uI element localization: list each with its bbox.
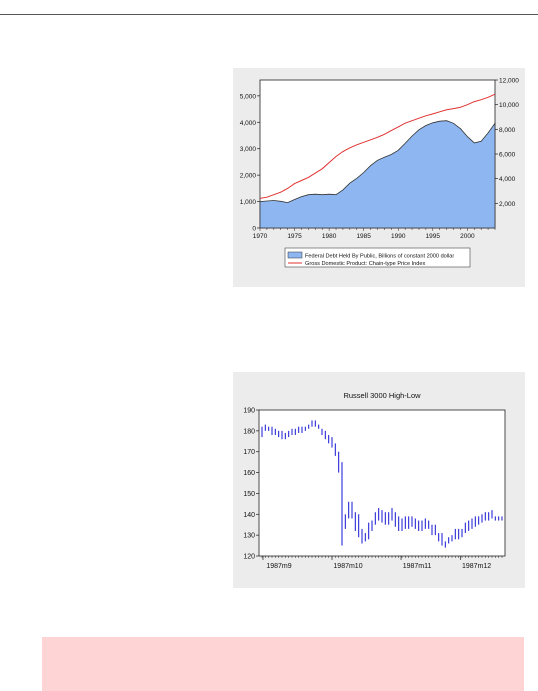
plot-area — [258, 409, 506, 557]
right-axis-tick-label: 2,000 — [499, 201, 516, 208]
x-axis-tick-label: 1987m12 — [462, 563, 491, 570]
legend-label-debt: Federal Debt Held By Public, Billions of… — [305, 254, 454, 260]
x-axis-tick-label: 1975 — [287, 233, 302, 240]
x-axis-tick-label: 1990 — [391, 233, 406, 240]
left-axis-tick-label: 5,000 — [240, 93, 257, 100]
left-axis-tick-label: 1,000 — [240, 199, 257, 206]
x-axis-tick-label: 1987m9 — [266, 563, 291, 570]
y-axis-tick-label: 130 — [243, 533, 255, 540]
x-axis-tick-label: 1970 — [253, 233, 268, 240]
price-index-line-series — [259, 93, 496, 199]
x-axis-tick-label: 1980 — [322, 233, 337, 240]
left-axis-tick-label: 0 — [252, 226, 256, 233]
right-axis-tick-label: 10,000 — [499, 102, 519, 109]
left-axis-tick-label: 2,000 — [240, 173, 257, 180]
x-axis-tick-label: 1987m10 — [333, 563, 362, 570]
y-axis-tick-label: 120 — [243, 554, 255, 561]
right-axis-tick-label: 6,000 — [499, 152, 516, 159]
debt-price-chart-svg: 0 1,000 2,000 3,000 4,000 5,000 2,000 4,000 6,00… — [240, 78, 519, 268]
left-axis-tick-label: 3,000 — [240, 146, 257, 153]
y-axis-tick-label: 180 — [243, 428, 255, 435]
y-axis-tick-label: 160 — [243, 470, 255, 477]
x-axis-tick-label: 1985 — [356, 233, 371, 240]
debt-price-chart: 0 1,000 2,000 3,000 4,000 5,000 2,000 4,000 6,00… — [233, 68, 525, 287]
x-axis-tick-label: 2000 — [460, 233, 475, 240]
header-rule — [0, 14, 538, 15]
right-axis-tick-label: 8,000 — [499, 127, 516, 134]
chart-title: Russell 3000 High-Low — [343, 391, 421, 400]
russell-hilo-chart-svg: Russell 3000 High-Low 120 130 140 150 160 170 1… — [243, 391, 506, 570]
y-axis-tick-label: 140 — [243, 512, 255, 519]
x-axis-tick-label: 1987m11 — [403, 563, 432, 570]
highlight-box — [42, 637, 524, 691]
y-axis-tick-label: 150 — [243, 491, 255, 498]
russell-hilo-chart: Russell 3000 High-Low 120 130 140 150 160 170 1… — [233, 372, 525, 588]
x-axis-tick-label: 1995 — [426, 233, 441, 240]
left-axis-tick-label: 4,000 — [240, 120, 257, 127]
legend-swatch-area — [287, 251, 303, 259]
y-axis-tick-label: 190 — [243, 408, 255, 415]
legend-label-price: Gross Domestic Product: Chain-type Price… — [305, 261, 426, 267]
y-axis-tick-label: 170 — [243, 449, 255, 456]
debt-area-series — [259, 120, 496, 229]
right-axis-tick-label: 12,000 — [499, 78, 519, 85]
right-axis-tick-label: 4,000 — [499, 176, 516, 183]
legend-box — [284, 247, 471, 268]
